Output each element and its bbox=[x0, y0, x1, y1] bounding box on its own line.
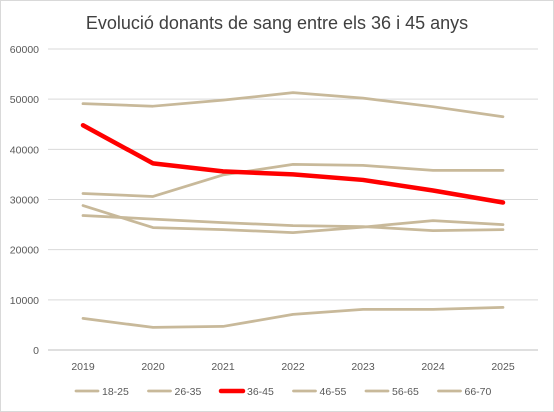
legend-label-66-70: 66-70 bbox=[465, 386, 492, 398]
series-lines bbox=[80, 91, 506, 329]
legend-label-36-45: 36-45 bbox=[247, 386, 274, 398]
legend-label-18-25: 18-25 bbox=[102, 386, 129, 398]
y-axis-tick-labels: 0 10000 20000 30000 40000 50000 60000 bbox=[10, 44, 39, 357]
series-line-66-70 bbox=[81, 91, 505, 119]
y-tick-label: 60000 bbox=[10, 44, 39, 56]
y-tick-label: 0 bbox=[33, 345, 39, 357]
y-tick-label: 50000 bbox=[10, 94, 39, 106]
y-tick-label: 10000 bbox=[10, 295, 39, 307]
x-tick-label: 2020 bbox=[141, 361, 165, 373]
y-tick-label: 40000 bbox=[10, 144, 39, 156]
legend-label-26-35: 26-35 bbox=[175, 386, 202, 398]
series-line-56-65 bbox=[81, 214, 505, 232]
y-tick-label: 30000 bbox=[10, 195, 39, 207]
x-tick-label: 2025 bbox=[491, 361, 515, 373]
legend: 18-25 26-35 36-45 46-55 56-65 66-70 bbox=[74, 386, 492, 398]
gridlines bbox=[48, 48, 538, 351]
y-tick-label: 20000 bbox=[10, 245, 39, 257]
legend-label-56-65: 56-65 bbox=[392, 386, 419, 398]
series-line-18-25 bbox=[81, 305, 505, 329]
series-line-46-55 bbox=[81, 163, 505, 198]
series-line-36-45 bbox=[80, 123, 506, 205]
x-tick-label: 2022 bbox=[281, 361, 305, 373]
chart-title: Evolució donants de sang entre els 36 i … bbox=[86, 13, 468, 33]
x-axis-tick-labels: 2019 2020 2021 2022 2023 2024 2025 bbox=[71, 361, 515, 373]
series-line-26-35 bbox=[81, 204, 505, 234]
x-tick-label: 2023 bbox=[351, 361, 375, 373]
x-tick-label: 2024 bbox=[421, 361, 445, 373]
x-tick-label: 2019 bbox=[71, 361, 95, 373]
x-tick-label: 2021 bbox=[211, 361, 235, 373]
legend-label-46-55: 46-55 bbox=[320, 386, 347, 398]
